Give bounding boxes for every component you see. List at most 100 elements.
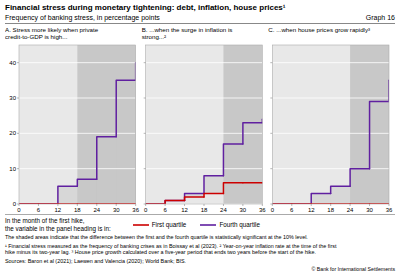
y-tick (17, 204, 19, 205)
legend-label: Fourth quartile (219, 221, 260, 228)
x-tick (77, 204, 78, 206)
x-axis-label: In the month of the first hike, the vari… (5, 217, 111, 232)
x-tick-label: 12 (55, 207, 62, 213)
grid-line (146, 98, 263, 99)
legend-item: First quartile (133, 221, 187, 228)
grid-line (272, 62, 389, 63)
grid-line (19, 62, 136, 63)
x-tick (369, 204, 370, 206)
panel-title-line: strong...² (142, 33, 166, 40)
step-segment (185, 197, 204, 201)
y-tick (17, 133, 19, 134)
panel-title-line: B. ...when the surge in inflation is (142, 26, 233, 33)
y-tick (144, 204, 146, 205)
difference-fill (370, 102, 389, 204)
significance-band (223, 45, 262, 204)
step-segment (223, 144, 242, 176)
difference-fill (97, 137, 116, 204)
legend-swatch-line (200, 224, 216, 226)
title: Financial stress during monetary tighten… (5, 3, 395, 13)
x-tick-label: 30 (113, 207, 120, 213)
step-segment (243, 182, 262, 184)
panel-title: B. ...when the surge in inflation isstro… (142, 26, 233, 40)
x-tick-label: 18 (201, 207, 208, 213)
y-tick (144, 133, 146, 134)
x-tick (330, 204, 331, 206)
graph-label: Graph 16 (366, 13, 395, 22)
x-tick (242, 204, 243, 206)
x-tick (38, 204, 39, 206)
plot-background (146, 45, 263, 204)
difference-fill (58, 186, 77, 204)
x-tick-label: 0 (17, 207, 21, 213)
x-tick (96, 204, 97, 206)
y-tick (144, 98, 146, 99)
step-segment (204, 193, 223, 197)
plot-background (19, 45, 136, 204)
panel-title-line: C. ...when house prices grow rapidly³ (268, 26, 370, 33)
step-segment (370, 102, 389, 169)
copyright: © Bank for International Settlements (5, 266, 395, 272)
x-tick (204, 204, 205, 206)
grid-line (146, 133, 263, 134)
step-segment (243, 123, 262, 144)
subtitle-row: Frequency of banking stress, in percenta… (5, 13, 395, 22)
step-segment (223, 183, 242, 194)
difference-fill (116, 80, 135, 204)
x-tick (116, 204, 117, 206)
y-tick (270, 204, 272, 205)
grid-line (272, 133, 389, 134)
difference-fill (223, 144, 242, 183)
y-tick-label: 10 (9, 166, 16, 172)
footnote: The shaded areas indicate that the diffe… (5, 234, 395, 241)
x-tick-label: 30 (240, 207, 247, 213)
x-tick-label: 24 (93, 207, 100, 213)
plot-background (272, 45, 389, 204)
step-segment (331, 186, 350, 193)
x-tick (184, 204, 185, 206)
step-segment (58, 186, 77, 204)
y-tick (270, 133, 272, 134)
y-tick (17, 168, 19, 169)
panel-title-line: A. Stress more likely when private (5, 26, 99, 33)
y-tick (17, 62, 19, 63)
rule (5, 214, 395, 215)
legend-swatch-line (133, 224, 149, 226)
difference-fill (243, 123, 262, 183)
x-tick (262, 204, 263, 206)
step-segment (311, 193, 330, 204)
step-segment (97, 137, 116, 179)
y-tick (144, 62, 146, 63)
grid-line (146, 168, 263, 169)
step-segment (185, 193, 204, 200)
panel-title: A. Stress more likely when privatecredit… (5, 26, 99, 40)
grid-line (272, 98, 389, 99)
legend-label: First quartile (152, 221, 187, 228)
significance-band (77, 45, 135, 204)
grid-line (19, 98, 136, 99)
x-tick (57, 204, 58, 206)
rule (5, 23, 395, 24)
step-segment (204, 176, 223, 194)
plot-group (272, 45, 389, 204)
plot-holder: A. Stress more likely when privatecredit… (5, 26, 395, 213)
difference-fill (311, 193, 330, 204)
legend-swatch (200, 222, 216, 228)
step-segment (116, 80, 135, 137)
grid-line (146, 62, 263, 63)
x-tick-label: 18 (327, 207, 334, 213)
x-tick-label: 36 (132, 207, 139, 213)
x-tick (223, 204, 224, 206)
x-tick (165, 204, 166, 206)
legend-swatch (133, 222, 149, 228)
x-tick (389, 204, 390, 206)
step-segment (165, 200, 184, 204)
x-tick-label: 24 (220, 207, 227, 213)
x-tick-label: 12 (308, 207, 315, 213)
x-tick-label: 6 (163, 207, 167, 213)
x-tick (350, 204, 351, 206)
x-tick-label: 36 (386, 207, 393, 213)
y-tick-label: 40 (9, 60, 16, 66)
footnote: ¹ Financial stress measured as the frequ… (5, 243, 395, 256)
x-tick (311, 204, 312, 206)
